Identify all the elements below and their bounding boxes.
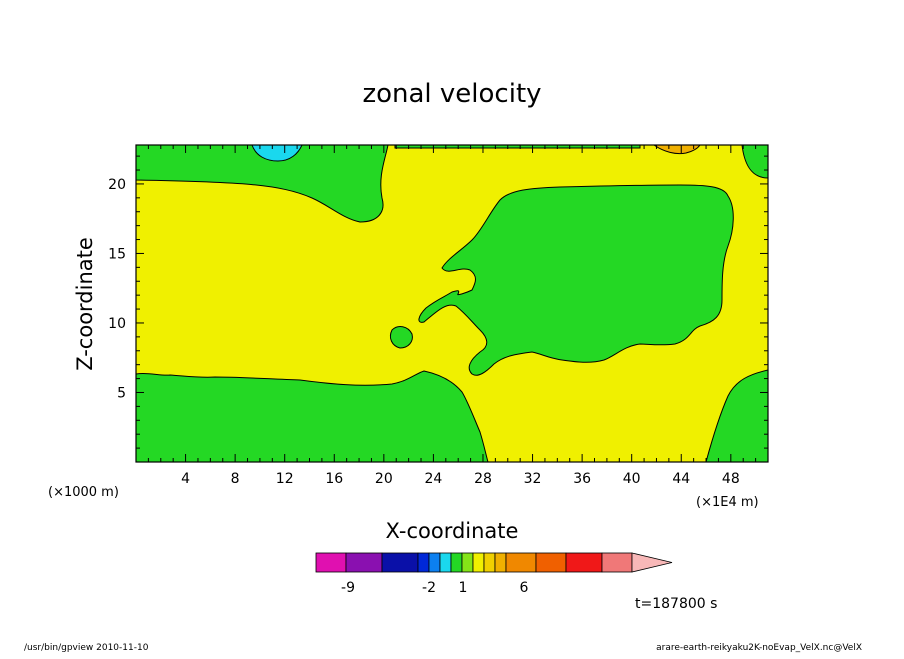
colorbar-tick-label: -2 bbox=[422, 580, 436, 596]
colorbar-tick-label: -9 bbox=[341, 580, 355, 596]
colorbar-segment bbox=[565, 552, 603, 573]
colorbar-segment bbox=[505, 552, 537, 573]
colorbar-segment bbox=[345, 552, 383, 573]
x-tick-label: 12 bbox=[276, 471, 294, 487]
y-tick-label: 15 bbox=[108, 246, 126, 262]
x-tick-label: 28 bbox=[474, 471, 492, 487]
colorbar-segment bbox=[439, 552, 452, 573]
region-green-center-blob bbox=[418, 184, 734, 376]
colorbar: -9 -2 1 6 bbox=[315, 552, 673, 596]
chart-title: zonal velocity bbox=[362, 79, 541, 109]
colorbar-segment bbox=[315, 552, 347, 573]
footer-left: /usr/bin/gpview 2010-11-10 bbox=[24, 643, 149, 653]
footer-right: arare-earth-reikyaku2K-noEvap_VelX.nc@Ve… bbox=[656, 643, 862, 653]
region-green-top-left bbox=[136, 145, 389, 223]
colorbar-segment bbox=[535, 552, 567, 573]
x-tick-label: 32 bbox=[524, 471, 542, 487]
x-tick-label: 44 bbox=[672, 471, 690, 487]
x-tick-label: 20 bbox=[375, 471, 393, 487]
x-tick-label: 16 bbox=[325, 471, 343, 487]
colorbar-segment bbox=[461, 552, 474, 573]
time-label: t=187800 s bbox=[635, 596, 717, 612]
contour-field bbox=[136, 145, 768, 462]
colorbar-segment bbox=[472, 552, 485, 573]
colorbar-end-arrow bbox=[631, 552, 673, 573]
x-tick-label: 4 bbox=[181, 471, 190, 487]
region-green-bottom-left bbox=[136, 370, 489, 462]
x-tick-label: 36 bbox=[573, 471, 591, 487]
plot-frame bbox=[135, 144, 769, 463]
colorbar-segment bbox=[428, 552, 441, 573]
region-green-bottom-right bbox=[705, 369, 768, 462]
colorbar-tick-label: 1 bbox=[459, 580, 468, 596]
region-green-top-mid bbox=[394, 145, 641, 149]
colorbar-segment bbox=[483, 552, 496, 573]
y-tick-label: 20 bbox=[108, 177, 126, 193]
region-cyan-top bbox=[251, 145, 303, 162]
x-axis-label: X-coordinate bbox=[386, 519, 519, 543]
colorbar-tick-label: 6 bbox=[520, 580, 529, 596]
colorbar-segment bbox=[601, 552, 633, 573]
region-orange-top bbox=[653, 145, 701, 155]
colorbar-segment bbox=[417, 552, 430, 573]
y-tick-label: 5 bbox=[117, 385, 126, 401]
x-unit-label: (×1E4 m) bbox=[696, 495, 759, 510]
y-axis-label: Z-coordinate bbox=[73, 237, 97, 371]
x-tick-label: 8 bbox=[231, 471, 240, 487]
y-unit-label: (×1000 m) bbox=[48, 485, 119, 500]
x-tick-label: 40 bbox=[623, 471, 641, 487]
y-axis: 5 10 15 20 bbox=[108, 155, 768, 449]
colorbar-segment bbox=[494, 552, 507, 573]
colorbar-segment bbox=[450, 552, 463, 573]
x-tick-label: 48 bbox=[722, 471, 740, 487]
colorbar-segment bbox=[381, 552, 419, 573]
x-axis: 4 8 12 16 20 24 28 32 36 40 44 48 bbox=[147, 145, 757, 487]
region-green-small-blob bbox=[389, 326, 413, 349]
y-tick-label: 10 bbox=[108, 316, 126, 332]
x-tick-label: 24 bbox=[424, 471, 442, 487]
